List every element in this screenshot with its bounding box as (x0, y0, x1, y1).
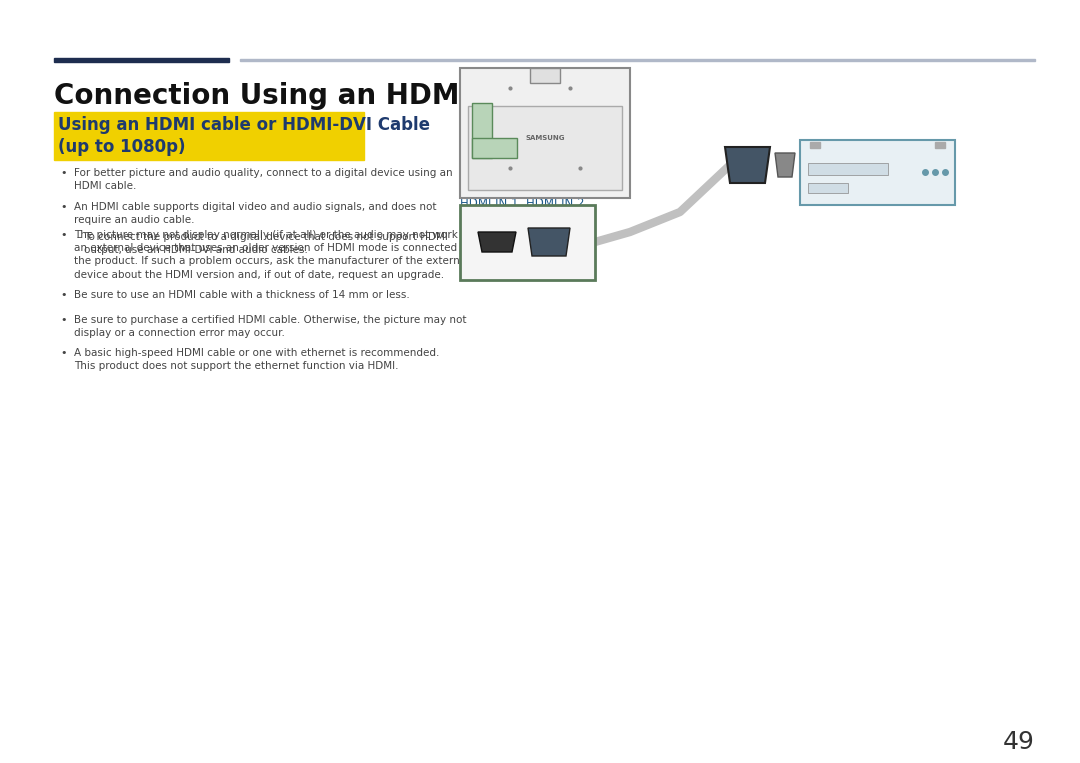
Text: •: • (60, 202, 67, 212)
Text: 49: 49 (1003, 730, 1035, 754)
Text: A basic high-speed HDMI cable or one with ethernet is recommended.
This product : A basic high-speed HDMI cable or one wit… (75, 348, 440, 372)
Polygon shape (528, 228, 570, 256)
Text: For better picture and audio quality, connect to a digital device using an
HDMI : For better picture and audio quality, co… (75, 168, 453, 192)
Bar (468, 106, 622, 190)
Text: Be sure to purchase a certified HDMI cable. Otherwise, the picture may not
displ: Be sure to purchase a certified HDMI cab… (75, 315, 467, 338)
Text: HDMI IN 1, HDMI IN 2: HDMI IN 1, HDMI IN 2 (460, 197, 584, 210)
Bar (240, 59, 1035, 61)
Bar (808, 183, 848, 193)
Text: Be sure to use an HDMI cable with a thickness of 14 mm or less.: Be sure to use an HDMI cable with a thic… (75, 290, 409, 300)
Polygon shape (775, 153, 795, 177)
Polygon shape (478, 232, 516, 252)
Text: SAMSUNG: SAMSUNG (525, 135, 565, 141)
Text: –: – (76, 232, 81, 242)
Bar (472, 103, 492, 158)
Bar (935, 142, 945, 148)
Bar (808, 163, 888, 175)
Bar (460, 205, 595, 280)
Text: •: • (60, 230, 67, 240)
Polygon shape (725, 147, 770, 183)
Text: •: • (60, 348, 67, 358)
Text: Connection Using an HDMI Cable: Connection Using an HDMI Cable (54, 82, 567, 110)
Text: An HDMI cable supports digital video and audio signals, and does not
require an : An HDMI cable supports digital video and… (75, 202, 436, 225)
Text: •: • (60, 290, 67, 300)
Text: •: • (60, 315, 67, 325)
Text: (up to 1080p): (up to 1080p) (58, 138, 186, 156)
Text: Using an HDMI cable or HDMI-DVI Cable: Using an HDMI cable or HDMI-DVI Cable (58, 116, 430, 134)
Bar (460, 68, 630, 198)
Bar (530, 68, 561, 83)
Bar (800, 140, 955, 205)
Text: To connect the product to a digital device that does not support HDMI
output, us: To connect the product to a digital devi… (84, 232, 448, 255)
Bar (54, 58, 229, 62)
Bar (54, 112, 364, 160)
Bar (810, 142, 820, 148)
Bar (472, 138, 517, 158)
Text: The picture may not display normally (if at all) or the audio may not work if
an: The picture may not display normally (if… (75, 230, 471, 279)
Text: •: • (60, 168, 67, 178)
